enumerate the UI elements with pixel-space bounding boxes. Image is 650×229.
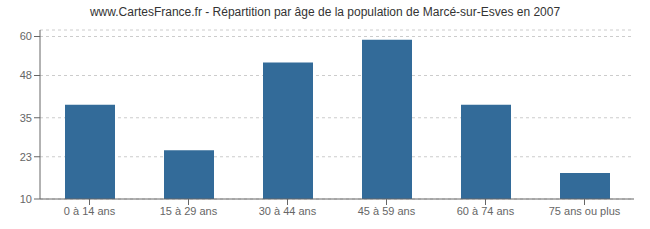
svg-text:10: 10 <box>20 193 32 205</box>
svg-text:30 à 44 ans: 30 à 44 ans <box>259 205 317 217</box>
html-text:www.CartesFrance.fr - Répartit: www.CartesFrance.fr - Répartition par âg… <box>89 5 561 19</box>
svg-text:60: 60 <box>20 30 32 42</box>
svg-text:15 à 29 ans: 15 à 29 ans <box>160 205 218 217</box>
svg-text:35: 35 <box>20 112 32 124</box>
svg-text:45 à 59 ans: 45 à 59 ans <box>358 205 416 217</box>
svg-text:0 à 14 ans: 0 à 14 ans <box>64 205 116 217</box>
svg-text:75 ans ou plus: 75 ans ou plus <box>549 205 621 217</box>
svg-text:23: 23 <box>20 151 32 163</box>
svg-text:48: 48 <box>20 69 32 81</box>
svg-text:60 à 74 ans: 60 à 74 ans <box>457 205 515 217</box>
